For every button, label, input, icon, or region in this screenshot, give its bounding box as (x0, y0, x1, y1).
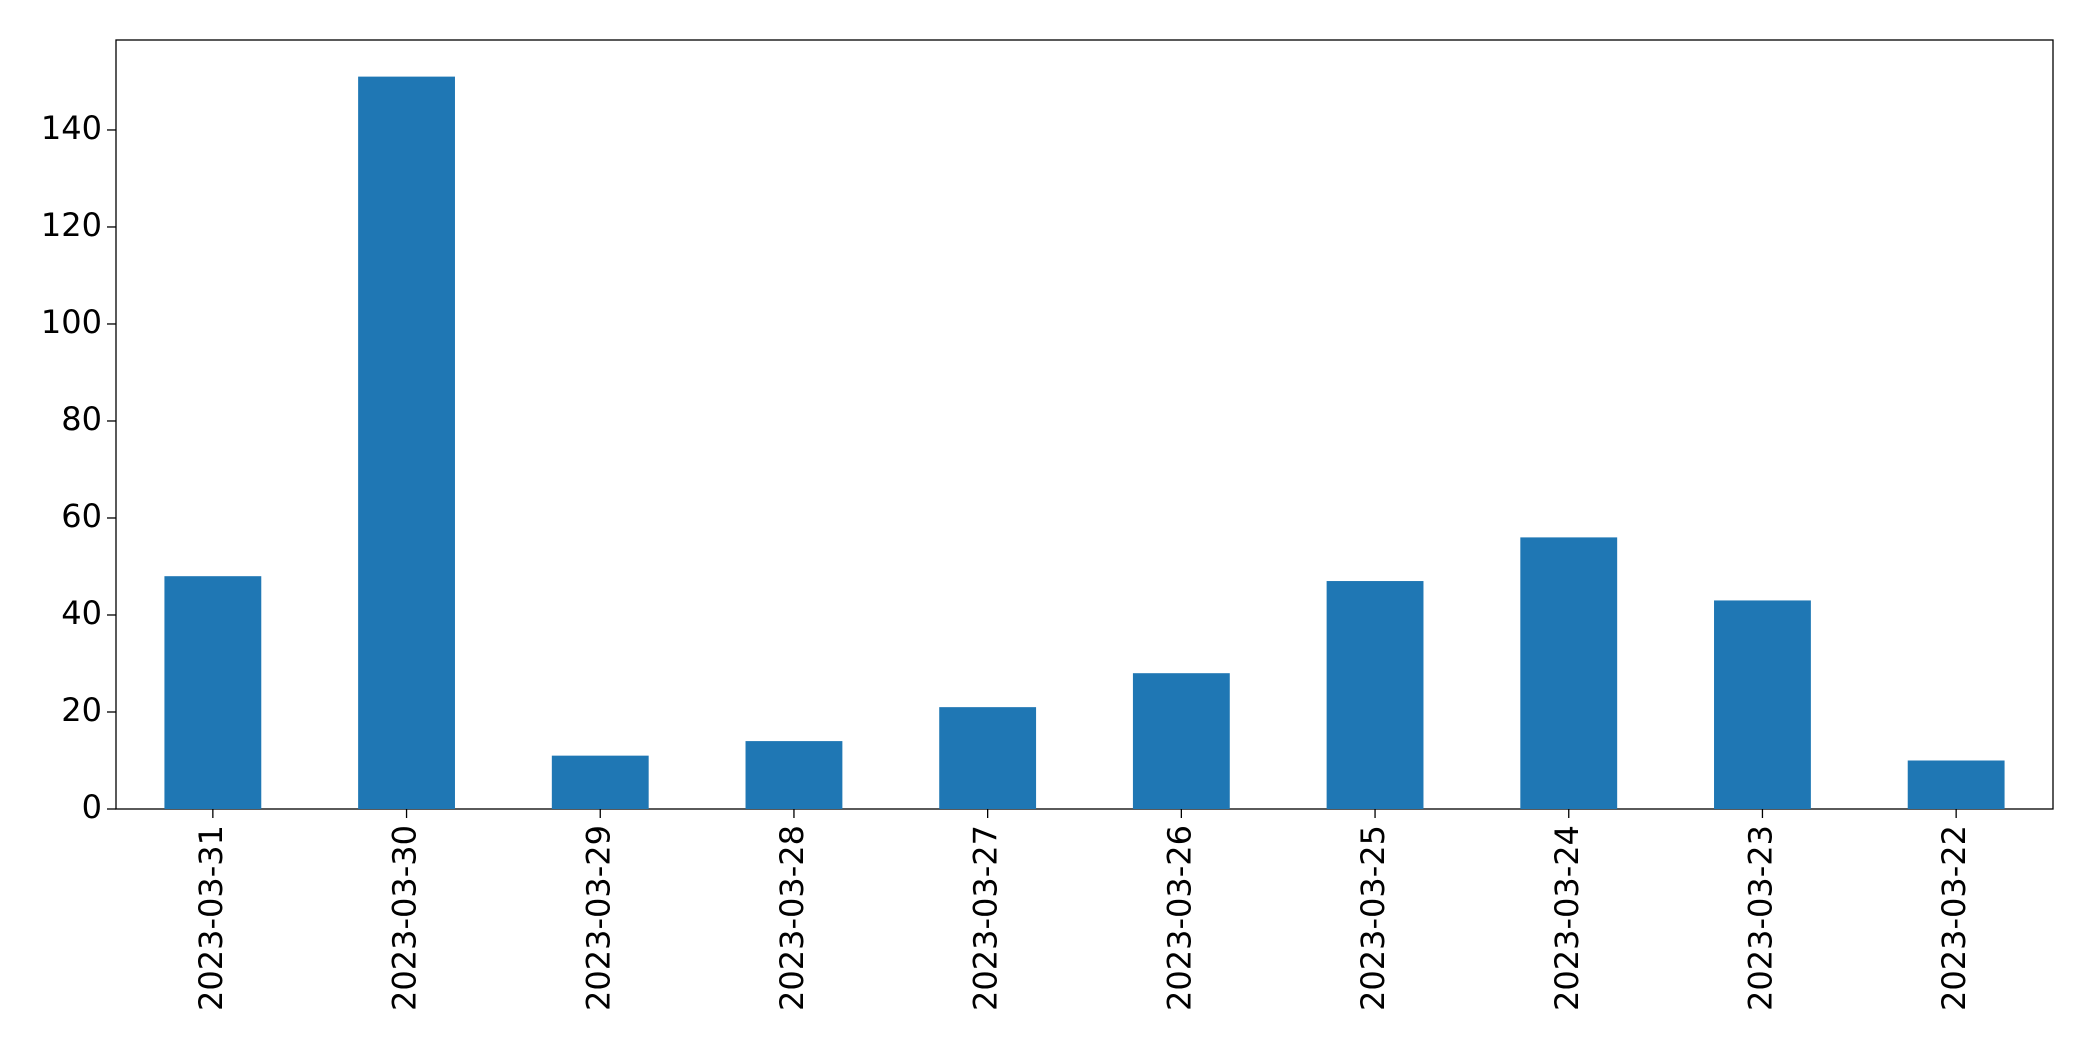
y-tick-label: 60 (61, 497, 102, 535)
y-tick-label: 120 (41, 206, 102, 244)
bar (164, 576, 262, 809)
bar (358, 76, 455, 810)
x-tick-label: 2023-03-26 (1160, 825, 1198, 1011)
y-tick-label: 0 (82, 788, 102, 826)
x-tick-label: 2023-03-24 (1548, 825, 1586, 1011)
x-tick-label: 2023-03-28 (773, 825, 811, 1011)
x-tick-label: 2023-03-31 (192, 825, 230, 1011)
y-tick-label: 80 (61, 400, 102, 438)
axes-frame (115, 39, 2054, 810)
y-tick-label: 140 (41, 109, 102, 147)
x-tick-label: 2023-03-27 (967, 825, 1005, 1011)
y-tick-label: 40 (61, 594, 102, 632)
x-tick-label: 2023-03-25 (1354, 825, 1392, 1011)
x-tick-label: 2023-03-30 (386, 825, 424, 1011)
bar (1520, 537, 1618, 809)
bar (1326, 581, 1424, 809)
bar (1907, 760, 2005, 809)
x-tick-label: 2023-03-29 (579, 825, 617, 1011)
y-tick-label: 20 (61, 691, 102, 729)
bar (1132, 673, 1230, 809)
y-tick-label: 100 (41, 303, 102, 341)
x-tick-label: 2023-03-22 (1935, 825, 1973, 1011)
bar (939, 707, 1037, 809)
bar (745, 741, 843, 809)
x-tick-label: 2023-03-23 (1741, 825, 1779, 1011)
bar (1714, 600, 1811, 809)
bar (551, 755, 649, 809)
